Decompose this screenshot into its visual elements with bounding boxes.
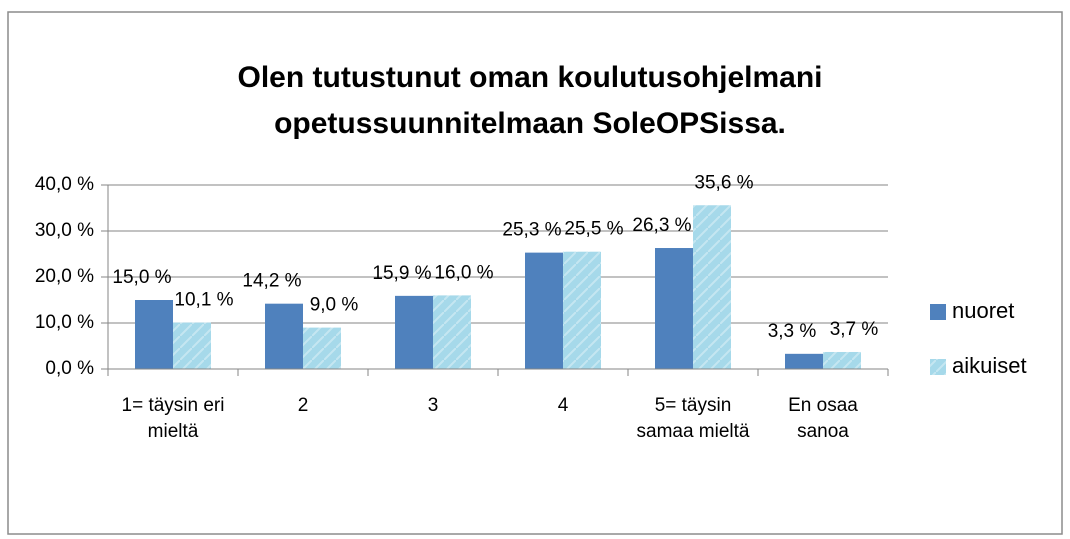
data-label: 16,0 % (434, 262, 493, 283)
legend-label: nuoret (952, 298, 1014, 323)
x-tick-box: 3 (427, 395, 439, 416)
data-label: 25,3 % (502, 220, 561, 241)
bar (173, 322, 211, 369)
x-tick-label: 5= täysin samaa mieltä (636, 395, 750, 442)
bar (135, 300, 173, 369)
x-tick-box: 1= täysin eri mieltä (121, 395, 225, 442)
x-tick-box: 4 (557, 395, 569, 416)
legend-swatch (930, 359, 946, 375)
x-tick-label: 2 (297, 395, 309, 416)
data-label: 3,3 % (768, 321, 817, 342)
bar (693, 205, 731, 369)
data-label: 15,0 % (112, 267, 171, 288)
bar (785, 353, 823, 369)
x-tick-box: 2 (297, 395, 309, 416)
bar (563, 251, 601, 369)
data-label: 15,9 % (372, 263, 431, 284)
bar (265, 303, 303, 369)
y-tick-label: 10,0 % (35, 312, 94, 333)
bar (303, 327, 341, 369)
data-label: 35,6 % (694, 172, 753, 193)
y-tick-label: 40,0 % (35, 174, 94, 195)
x-tick-label: 1= täysin eri mieltä (121, 395, 225, 442)
legend-swatch (930, 304, 946, 320)
data-label: 25,5 % (564, 219, 623, 240)
bar (433, 295, 471, 369)
x-tick-label: 3 (427, 395, 439, 416)
x-tick-box: En osaa sanoa (788, 395, 858, 442)
data-label: 10,1 % (174, 290, 233, 311)
y-tick-label: 0,0 % (45, 358, 94, 379)
data-label: 26,3 % (632, 215, 691, 236)
y-tick-label: 30,0 % (35, 220, 94, 241)
bar (525, 252, 563, 369)
legend-label: aikuiset (952, 353, 1027, 378)
bar (823, 351, 861, 369)
data-label: 3,7 % (830, 319, 879, 340)
y-tick-label: 20,0 % (35, 266, 94, 287)
data-label: 14,2 % (242, 271, 301, 292)
x-tick-label: En osaa sanoa (788, 395, 858, 442)
chart-title: Olen tutustunut oman koulutusohjelmani o… (237, 61, 823, 140)
data-label: 9,0 % (310, 295, 359, 316)
title-box: Olen tutustunut oman koulutusohjelmani o… (237, 61, 823, 140)
bar (655, 248, 693, 369)
x-tick-label: 4 (557, 395, 569, 416)
bar (395, 295, 433, 369)
x-tick-box: 5= täysin samaa mieltä (636, 395, 750, 442)
